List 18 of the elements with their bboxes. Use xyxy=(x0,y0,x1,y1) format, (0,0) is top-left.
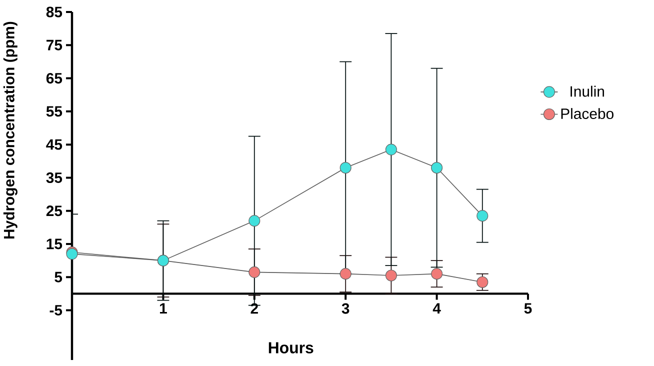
x-tick-label: 1 xyxy=(160,303,167,314)
x-tick-label: 3 xyxy=(342,303,350,314)
y-tick-label: 75 xyxy=(46,40,62,50)
y-tick-label: 45 xyxy=(46,139,62,150)
y-tick-label: 55 xyxy=(46,106,62,117)
y-tick-label: -5 xyxy=(50,305,62,316)
y-tick-label: 35 xyxy=(46,172,62,184)
legend-label: Inulin xyxy=(570,86,604,97)
legend-label: Placebo xyxy=(561,108,614,120)
y-axis-title: Hydrogen concentration (ppm) xyxy=(3,22,18,238)
x-tick-label: 5 xyxy=(524,303,532,314)
x-axis-title: Hours xyxy=(268,342,314,354)
y-tick-label: 5 xyxy=(54,272,62,282)
x-tick-label: 4 xyxy=(432,303,441,314)
y-tick-label: 25 xyxy=(46,206,62,216)
y-tick-label: 65 xyxy=(46,72,62,84)
y-tick-label: 85 xyxy=(46,6,62,18)
y-tick-label: 15 xyxy=(46,238,62,250)
